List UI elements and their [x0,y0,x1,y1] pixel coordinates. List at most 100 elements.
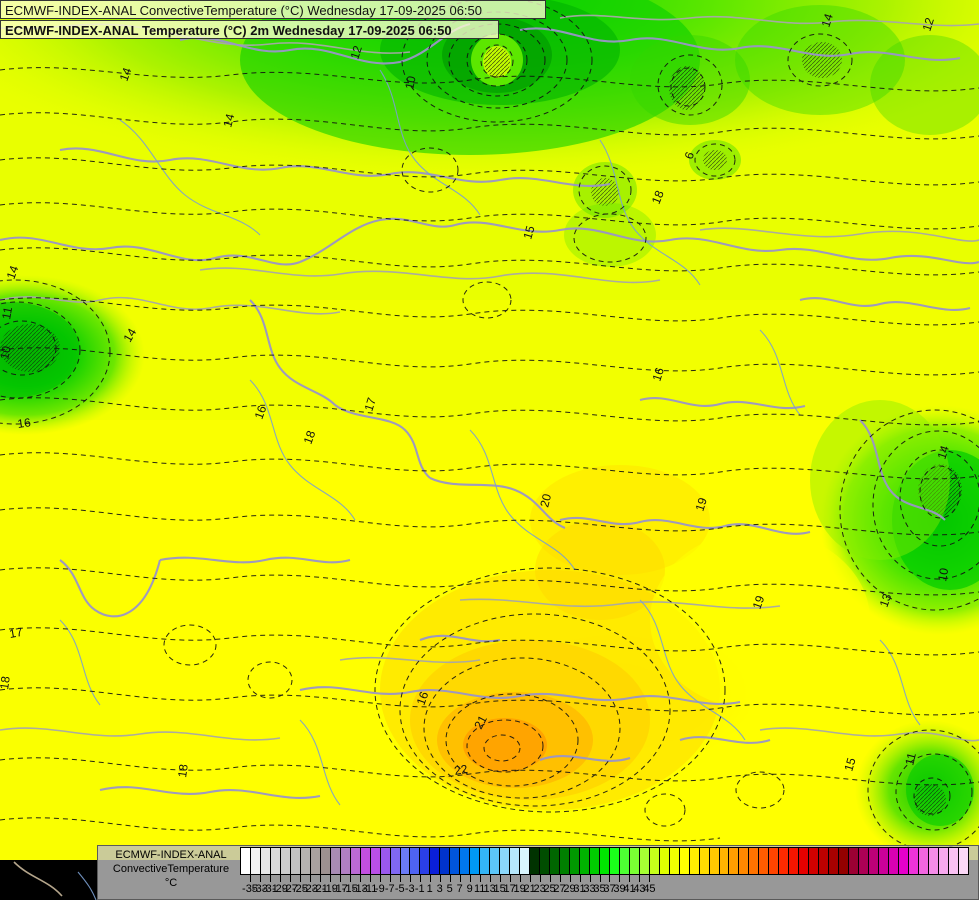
colorbar-tick [419,875,421,882]
colorbar-cell [420,848,431,874]
colorbar-cell [390,848,401,874]
colorbar-tick [569,875,571,882]
svg-text:19: 19 [750,593,768,611]
colorbar-tick [639,875,641,882]
colorbar-tick [289,875,291,882]
svg-text:15: 15 [520,224,537,241]
svg-text:16: 16 [414,689,432,707]
colorbar-tick [269,875,271,882]
colorbar-tick [449,875,451,882]
contour-label-layer: 14 14 12 10 6 18 14 12 15 14 11 10 16 14… [0,12,952,779]
colorbar-cell [789,848,800,874]
colorbar-cell [779,848,790,874]
svg-text:6: 6 [682,150,698,161]
colorbar-tick [489,875,491,882]
colorbar-cell [709,848,720,874]
map-title-convective-temperature: ECMWF-INDEX-ANAL ConvectiveTemperature (… [0,0,546,19]
colorbar-cell [520,848,531,874]
colorbar-cell [350,848,361,874]
colorbar-cell [659,848,670,874]
colorbar-cell [280,848,291,874]
svg-text:16: 16 [252,403,270,421]
colorbar-cell [869,848,879,874]
colorbar-tick-label: -13 [351,883,368,895]
colorbar-cell [370,848,381,874]
colorbar-cell [749,848,760,874]
colorbar-cell [250,848,261,874]
colorbar-cell [639,848,650,874]
colorbar-tick-label: 41 [623,883,636,895]
river-layer [59,69,921,806]
colorbar-cell [759,848,770,874]
colorbar-tick [519,875,521,882]
svg-text:18: 18 [301,428,319,446]
colorbar-cell [958,848,968,874]
colorbar-cell [560,848,570,874]
colorbar-tick [459,875,461,882]
colorbar-tick [499,875,501,882]
colorbar-cell [579,848,590,874]
svg-text:18: 18 [649,188,667,206]
svg-text:11: 11 [902,751,919,767]
svg-text:15: 15 [841,756,858,773]
colorbar-cell [609,848,620,874]
colorbar-cell [340,848,351,874]
svg-text:10: 10 [0,344,14,360]
colorbar-tick [299,875,301,882]
svg-text:12: 12 [920,16,938,33]
coastline-layer [0,14,979,742]
colorbar-cell [649,848,660,874]
colorbar-tick-label: -21 [311,883,328,895]
colorbar-tick-label: -19 [321,883,338,895]
colorbar-tickmarks [240,875,969,882]
legend-parameter-name: ConvectiveTemperature [112,863,230,875]
colorbar-cell [898,848,909,874]
colorbar-tick [609,875,611,882]
colorbar-tick [619,875,621,882]
colorbar-cell [500,848,511,874]
colorbar-cell [480,848,491,874]
colorbar-tick-label: 27 [553,883,566,895]
colorbar-cell [510,848,521,874]
colorbar-tick [369,875,371,882]
colorbar-tick-label: -15 [341,883,358,895]
colorbar-tick [389,875,391,882]
colorbar-tick-label: -27 [281,883,298,895]
colorbar-cell [739,848,750,874]
colorbar-tick [479,875,481,882]
colorbar-cell [829,848,840,874]
colorbar-tick-label: 37 [603,883,616,895]
svg-text:14: 14 [935,444,953,461]
colorbar-tick-label: 33 [583,883,596,895]
colorbar-cell [360,848,371,874]
svg-text:22: 22 [453,762,469,778]
colorbar-tick-label: 9 [466,883,473,895]
svg-text:13: 13 [877,591,895,609]
svg-text:14: 14 [819,12,837,29]
colorbar-tick-label: -11 [362,883,378,895]
colorbar-tick-label: 17 [503,883,516,895]
colorbar-tick-label: -7 [384,883,395,895]
colorbar-tick [339,875,341,882]
colorbar-cell [241,848,251,874]
colorbar-tick-label: -3 [404,883,415,895]
colorbar-cell [380,848,391,874]
colorbar-tick [629,875,631,882]
colorbar-cell [849,848,860,874]
colorbar-tick [319,875,321,882]
colorbar-tick-label: 15 [493,883,506,895]
colorbar-tick-label: 21 [523,883,536,895]
colorbar-tick [599,875,601,882]
colorbar-tick-label: 29 [563,883,576,895]
svg-text:20: 20 [537,492,554,509]
colorbar-cell [699,848,710,874]
colorbar-tick-label: 11 [473,883,486,895]
colorbar-swatches[interactable] [240,847,969,875]
colorbar-cell [400,848,411,874]
colorbar-tick-label: -5 [394,883,405,895]
colorbar-cell [928,848,939,874]
colorbar-cell [430,848,441,874]
colorbar-tick-label: 19 [513,883,526,895]
colorbar-cell [290,848,301,874]
